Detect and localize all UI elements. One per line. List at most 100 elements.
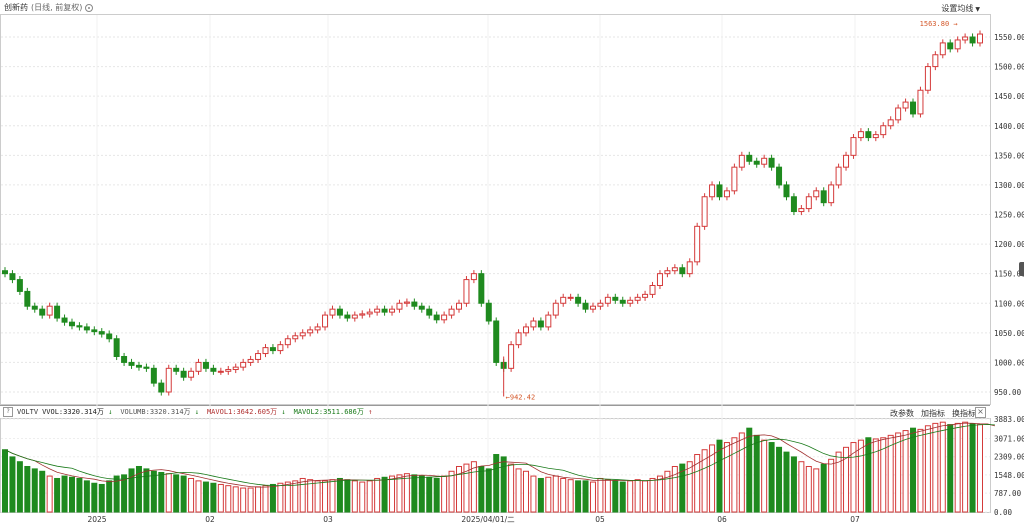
candle-body bbox=[426, 308, 433, 316]
candle-body bbox=[790, 196, 797, 213]
volume-bar bbox=[813, 468, 820, 513]
volume-toolbar: 改参数 加指标 换指标 bbox=[890, 408, 976, 419]
volume-bar bbox=[478, 465, 485, 513]
candle-body bbox=[768, 157, 775, 168]
candle-body bbox=[121, 356, 128, 363]
candle-body bbox=[411, 301, 418, 307]
volume-bar bbox=[828, 458, 835, 513]
x-axis-label: 06 bbox=[717, 515, 727, 524]
candle-body bbox=[389, 308, 396, 313]
candle-body bbox=[820, 190, 827, 204]
volume-bar bbox=[612, 480, 619, 513]
volume-bar bbox=[210, 482, 217, 513]
candle-body bbox=[723, 190, 730, 198]
candle-body bbox=[158, 382, 165, 393]
candle-body bbox=[783, 184, 790, 198]
volume-bar bbox=[83, 480, 90, 513]
candle-body bbox=[344, 314, 351, 319]
volume-bar bbox=[917, 428, 924, 513]
volume-bar bbox=[195, 480, 202, 513]
volume-bar bbox=[2, 449, 8, 513]
volume-bar bbox=[158, 471, 165, 513]
panel-handle[interactable] bbox=[1019, 262, 1024, 276]
candle-body bbox=[54, 305, 61, 319]
candle-body bbox=[441, 314, 448, 321]
close-icon[interactable]: × bbox=[975, 407, 986, 418]
volume-bar bbox=[448, 470, 455, 513]
candle-body bbox=[135, 364, 142, 368]
candle-body bbox=[865, 131, 872, 139]
volume-bar bbox=[54, 477, 61, 513]
chart-subtitle: (日线, 前复权) bbox=[31, 3, 83, 12]
candle-body bbox=[753, 160, 760, 165]
candle-body bbox=[828, 184, 835, 204]
volume-bar bbox=[500, 456, 507, 513]
volume-bar bbox=[106, 480, 113, 513]
volume-bar bbox=[865, 437, 872, 513]
vol-tv-label: VOLTV bbox=[17, 408, 39, 416]
volume-bar bbox=[277, 482, 284, 513]
candle-body bbox=[850, 137, 857, 156]
volume-bar bbox=[738, 432, 745, 513]
candle-body bbox=[113, 338, 120, 357]
high-price-label: 1563.80 → bbox=[920, 20, 958, 28]
candle-body bbox=[165, 367, 172, 393]
volume-bar bbox=[113, 475, 120, 513]
volume-tick-label: 3883.00 bbox=[994, 415, 1024, 424]
gear-icon[interactable] bbox=[85, 3, 94, 12]
price-tick-label: 1100.00 bbox=[994, 299, 1024, 308]
add-indicator-button[interactable]: 加指标 bbox=[921, 409, 945, 418]
volume-bar bbox=[642, 480, 649, 513]
candle-body bbox=[366, 311, 373, 315]
volume-bar bbox=[150, 470, 157, 513]
volume-indicator-bar: ? VOLTV VVOL:3320.314万 ↓ VOLUMB:3320.314… bbox=[0, 406, 990, 418]
volume-bar bbox=[180, 475, 187, 513]
candle-body bbox=[188, 370, 195, 378]
volume-bar bbox=[374, 477, 381, 513]
switch-indicator-button[interactable]: 换指标 bbox=[952, 409, 976, 418]
volume-bar bbox=[604, 479, 611, 513]
candle-body bbox=[582, 302, 589, 310]
price-tick-label: 1250.00 bbox=[994, 211, 1024, 220]
candle-body bbox=[962, 36, 969, 41]
volume-bar bbox=[716, 439, 723, 513]
candle-body bbox=[2, 270, 8, 275]
candle-body bbox=[463, 279, 470, 304]
candle-body bbox=[31, 305, 38, 310]
candle-body bbox=[656, 273, 663, 286]
candle-body bbox=[731, 166, 738, 192]
candle-body bbox=[560, 296, 567, 304]
volume-bar bbox=[508, 463, 515, 513]
volume-bar bbox=[284, 481, 291, 513]
help-icon[interactable]: ? bbox=[3, 407, 13, 417]
price-tick-label: 1350.00 bbox=[994, 151, 1024, 160]
candle-body bbox=[24, 290, 31, 307]
volume-bar bbox=[68, 476, 75, 513]
candle-body bbox=[240, 361, 247, 368]
volume-bar bbox=[954, 422, 961, 513]
volume-bar bbox=[686, 461, 693, 513]
candle-body bbox=[262, 347, 269, 355]
candle-body bbox=[716, 184, 723, 198]
candle-body bbox=[418, 305, 425, 310]
volume-bar bbox=[411, 474, 418, 513]
mavol1-label: MAVOL1:3642.605万 ↓ bbox=[206, 408, 286, 416]
candle-body bbox=[530, 320, 537, 328]
volume-bar bbox=[24, 465, 31, 513]
volume-bar bbox=[701, 449, 708, 513]
price-tick-label: 1050.00 bbox=[994, 329, 1024, 338]
price-tick-label: 1450.00 bbox=[994, 92, 1024, 101]
candle-body bbox=[456, 302, 463, 310]
volume-bar bbox=[753, 434, 760, 513]
candle-body bbox=[805, 196, 812, 210]
volume-bar bbox=[589, 481, 596, 513]
candle-body bbox=[225, 369, 232, 372]
volume-bar bbox=[679, 463, 686, 513]
volume-bar bbox=[329, 479, 336, 513]
x-axis-label: 07 bbox=[850, 515, 860, 524]
candle-body bbox=[173, 367, 180, 372]
set-ma-button[interactable]: 设置均线 ▼ bbox=[941, 4, 980, 13]
candle-body bbox=[813, 190, 820, 198]
change-params-button[interactable]: 改参数 bbox=[890, 409, 914, 418]
